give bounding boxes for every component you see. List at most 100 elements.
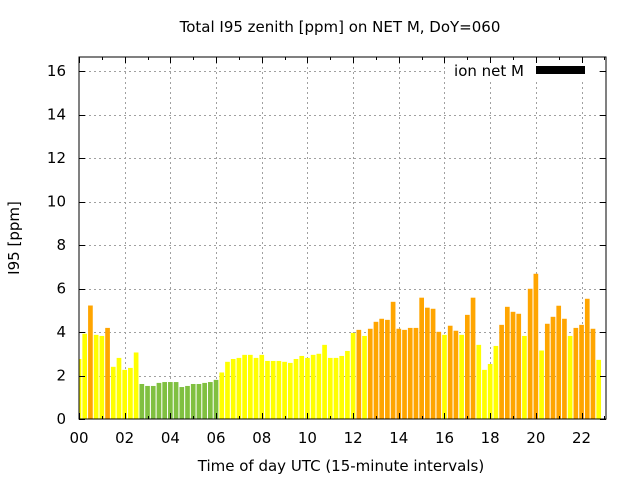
bar bbox=[219, 372, 225, 419]
bar bbox=[556, 305, 562, 419]
bar bbox=[173, 382, 179, 419]
y-tick-label: 16 bbox=[47, 62, 66, 80]
bar bbox=[242, 354, 247, 419]
bar bbox=[419, 297, 424, 419]
bar bbox=[168, 382, 173, 419]
bar bbox=[88, 305, 93, 419]
bar bbox=[333, 357, 339, 419]
bar bbox=[402, 329, 407, 419]
bar bbox=[196, 383, 202, 419]
bar bbox=[379, 318, 385, 419]
legend-swatch bbox=[536, 66, 585, 74]
bar bbox=[425, 307, 430, 419]
bar bbox=[430, 308, 436, 419]
bar bbox=[407, 327, 413, 419]
x-tick-label: 14 bbox=[389, 429, 408, 447]
bar bbox=[447, 325, 453, 419]
bar bbox=[367, 328, 373, 419]
bar bbox=[345, 350, 350, 419]
x-tick-label: 00 bbox=[69, 429, 88, 447]
bar bbox=[499, 324, 504, 419]
bar bbox=[464, 314, 470, 419]
bar bbox=[390, 301, 396, 419]
bar bbox=[133, 352, 139, 419]
y-tick-label: 12 bbox=[47, 149, 66, 167]
bar bbox=[253, 357, 259, 419]
bar bbox=[116, 357, 122, 419]
bar bbox=[522, 335, 527, 419]
bar bbox=[373, 321, 379, 419]
y-tick-label: 10 bbox=[47, 193, 66, 211]
bar bbox=[385, 319, 390, 419]
y-tick-label: 14 bbox=[47, 106, 66, 124]
bar bbox=[487, 363, 493, 419]
y-tick-label: 6 bbox=[56, 280, 66, 298]
x-axis-label: Time of day UTC (15-minute intervals) bbox=[197, 457, 484, 475]
x-tick-label: 08 bbox=[252, 429, 271, 447]
bar bbox=[122, 369, 128, 419]
bar bbox=[493, 345, 499, 419]
bar bbox=[99, 335, 105, 419]
y-tick-label: 4 bbox=[56, 323, 66, 341]
x-tick-label: 06 bbox=[207, 429, 226, 447]
bar bbox=[247, 354, 253, 419]
bar bbox=[213, 379, 219, 419]
y-tick-labels: 0 2 4 6 8 10 12 14 16 bbox=[47, 62, 66, 428]
bar bbox=[145, 385, 150, 419]
bar bbox=[259, 354, 265, 419]
bar bbox=[459, 334, 464, 419]
x-tick-label: 04 bbox=[161, 429, 180, 447]
bar bbox=[482, 369, 487, 419]
bar bbox=[293, 358, 299, 419]
bar bbox=[453, 330, 459, 419]
x-tick-label: 22 bbox=[572, 429, 591, 447]
bar bbox=[225, 361, 230, 419]
x-tick-label: 20 bbox=[526, 429, 545, 447]
bar bbox=[573, 327, 579, 419]
bar bbox=[544, 323, 550, 419]
bar bbox=[584, 298, 590, 419]
legend-label: ion net M bbox=[454, 62, 524, 80]
bar bbox=[436, 331, 442, 419]
bar bbox=[362, 335, 367, 419]
bar bbox=[282, 361, 287, 419]
bar bbox=[339, 355, 345, 419]
y-axis-label: I95 [ppm] bbox=[5, 201, 23, 275]
bar bbox=[208, 382, 213, 419]
bar bbox=[110, 366, 116, 419]
plot-frame bbox=[78, 56, 607, 420]
bar bbox=[156, 382, 162, 419]
bar bbox=[190, 383, 196, 419]
bar bbox=[276, 360, 282, 419]
legend-background bbox=[445, 58, 597, 80]
bar bbox=[527, 288, 533, 419]
bar bbox=[265, 360, 270, 419]
y-tick-label: 0 bbox=[56, 410, 66, 428]
y-tick-label: 2 bbox=[56, 367, 66, 385]
bar bbox=[270, 360, 276, 419]
bar bbox=[236, 357, 242, 419]
bar bbox=[396, 328, 402, 419]
bar bbox=[567, 335, 573, 419]
bar bbox=[562, 318, 567, 419]
bar bbox=[470, 297, 476, 419]
bar bbox=[413, 327, 419, 419]
bar bbox=[128, 367, 133, 419]
x-tick-label: 02 bbox=[115, 429, 134, 447]
bar bbox=[596, 359, 602, 419]
x-tick-label: 16 bbox=[435, 429, 454, 447]
bar bbox=[356, 329, 362, 419]
bar bbox=[79, 358, 82, 419]
bar bbox=[310, 354, 316, 419]
bar bbox=[287, 362, 293, 419]
x-tick-label: 18 bbox=[481, 429, 500, 447]
bar bbox=[139, 383, 145, 419]
bar bbox=[539, 350, 544, 419]
bar bbox=[533, 273, 539, 419]
bar bbox=[476, 344, 482, 419]
bar bbox=[350, 332, 356, 419]
legend: ion net M bbox=[445, 58, 597, 80]
bar bbox=[442, 334, 447, 419]
bar bbox=[150, 385, 156, 419]
